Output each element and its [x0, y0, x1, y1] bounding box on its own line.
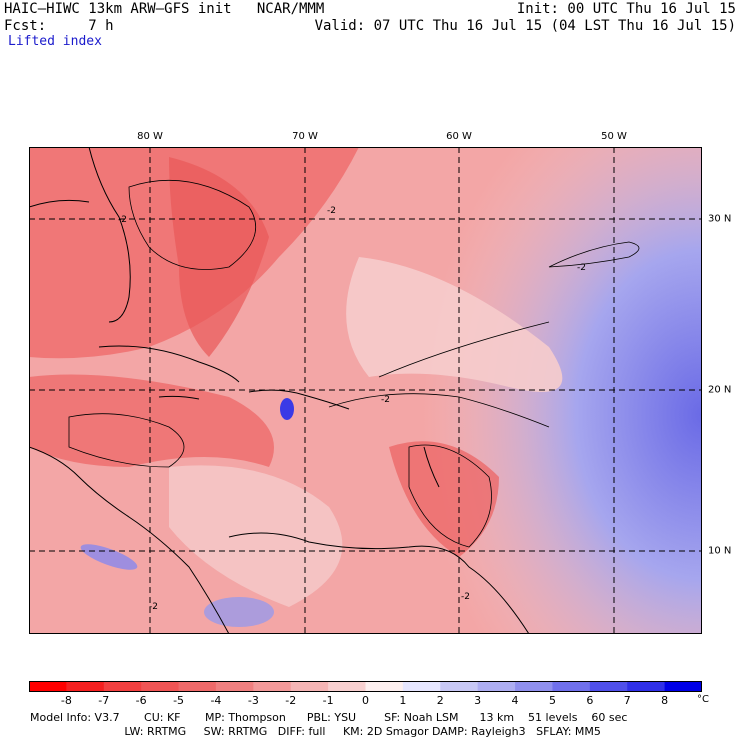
- colorbar-swatch: [515, 681, 553, 692]
- lon-label-50w: 50 W: [601, 131, 627, 142]
- contour-labels: -2 -2 -2 -2 -2 -2: [118, 206, 586, 612]
- colorbar-tick-label: -5: [173, 694, 185, 707]
- colorbar-swatch: [440, 681, 479, 692]
- colorbar-swatch: [328, 681, 366, 692]
- model-info-line-1: Model Info: V3.7 CU: KF MP: Thompson PBL…: [30, 711, 628, 724]
- blue-patch-south: [204, 597, 274, 627]
- colorbar-swatch: [402, 681, 441, 692]
- colorbar-tick-label: 6: [586, 694, 594, 707]
- colorbar-swatch: [552, 681, 591, 692]
- colorbar: [29, 681, 702, 692]
- colorbar-swatch: [477, 681, 516, 692]
- contour-label: -2: [381, 395, 390, 405]
- colorbar-swatch: [29, 681, 67, 692]
- contour-label: -2: [118, 215, 127, 225]
- colorbar-tick-label: 2: [436, 694, 444, 707]
- forecast-hour: Fcst: 7 h: [4, 18, 114, 34]
- contour-label: -2: [327, 206, 336, 216]
- lat-lon-grid: [29, 147, 702, 634]
- red-core-northeast: [169, 157, 269, 357]
- contour-label: -2: [461, 592, 470, 602]
- valid-time: Valid: 07 UTC Thu 16 Jul 15 (04 LST Thu …: [314, 18, 736, 34]
- pale-region-atlantic: [346, 257, 563, 392]
- colorbar-tick-label: 1: [399, 694, 407, 707]
- coastlines: [29, 147, 530, 634]
- lon-label-80w: 80 W: [137, 131, 163, 142]
- map-frame: [29, 147, 702, 634]
- colorbar-swatch: [103, 681, 142, 692]
- colorbar-swatch: [253, 681, 292, 692]
- lifted-index-map: -2 -2 -2 -2 -2 -2: [29, 147, 702, 634]
- colorbar-swatch: [141, 681, 180, 692]
- colorbar-swatch: [664, 681, 702, 692]
- colorbar-swatch: [290, 681, 329, 692]
- lat-label-10n: 10 N: [708, 545, 732, 557]
- colorbar-swatch: [627, 681, 666, 692]
- colorbar-swatch: [178, 681, 217, 692]
- colorbar-tick-label: -7: [98, 694, 110, 707]
- colorbar-tick-label: -4: [210, 694, 222, 707]
- colorbar-swatch: [365, 681, 404, 692]
- colorbar-tick-label: -1: [322, 694, 334, 707]
- lat-label-20n: 20 N: [708, 384, 732, 396]
- colorbar-swatch: [589, 681, 628, 692]
- colorbar-tick-label: 7: [623, 694, 631, 707]
- contour-label: -2: [577, 263, 586, 273]
- colorbar-unit: °C: [697, 694, 709, 705]
- model-info-line-2: LW: RRTMG SW: RRTMG DIFF: full KM: 2D Sm…: [30, 725, 601, 738]
- colorbar-tick-label: -2: [285, 694, 297, 707]
- lon-label-70w: 70 W: [292, 131, 318, 142]
- lon-label-60w: 60 W: [446, 131, 472, 142]
- init-time: Init: 00 UTC Thu 16 Jul 15: [516, 1, 736, 17]
- colorbar-frame: [29, 681, 702, 692]
- colorbar-tick-label: 8: [661, 694, 669, 707]
- colorbar-swatch: [215, 681, 254, 692]
- pale-region-south: [169, 465, 343, 607]
- colorbar-tick-label: -3: [247, 694, 259, 707]
- colorbar-swatch: [66, 681, 105, 692]
- colorbar-tick-label: 0: [362, 694, 369, 707]
- colorbar-tick-label: 5: [548, 694, 556, 707]
- lat-label-30n: 30 N: [708, 213, 732, 225]
- contour-label: -2: [149, 602, 158, 612]
- colorbar-tick-label: 4: [511, 694, 519, 707]
- red-patch-east: [389, 441, 499, 557]
- blue-patch-hispaniola: [280, 398, 294, 420]
- colorbar-tick-label: -6: [135, 694, 147, 707]
- field-name: Lifted index: [8, 34, 102, 49]
- colorbar-tick-label: -8: [60, 694, 72, 707]
- model-title: HAIC–HIWC 13km ARW–GFS init NCAR/MMM: [4, 1, 325, 17]
- colorbar-tick-label: 3: [474, 694, 482, 707]
- lifted-index-contours: [68, 179, 640, 548]
